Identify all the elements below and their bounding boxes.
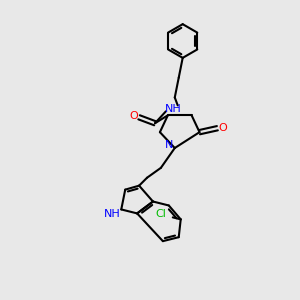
Text: NH: NH xyxy=(164,104,181,114)
Text: NH: NH xyxy=(104,209,121,219)
Text: O: O xyxy=(130,111,139,121)
Text: O: O xyxy=(218,123,227,133)
Text: Cl: Cl xyxy=(155,209,166,219)
Text: N: N xyxy=(165,140,173,150)
